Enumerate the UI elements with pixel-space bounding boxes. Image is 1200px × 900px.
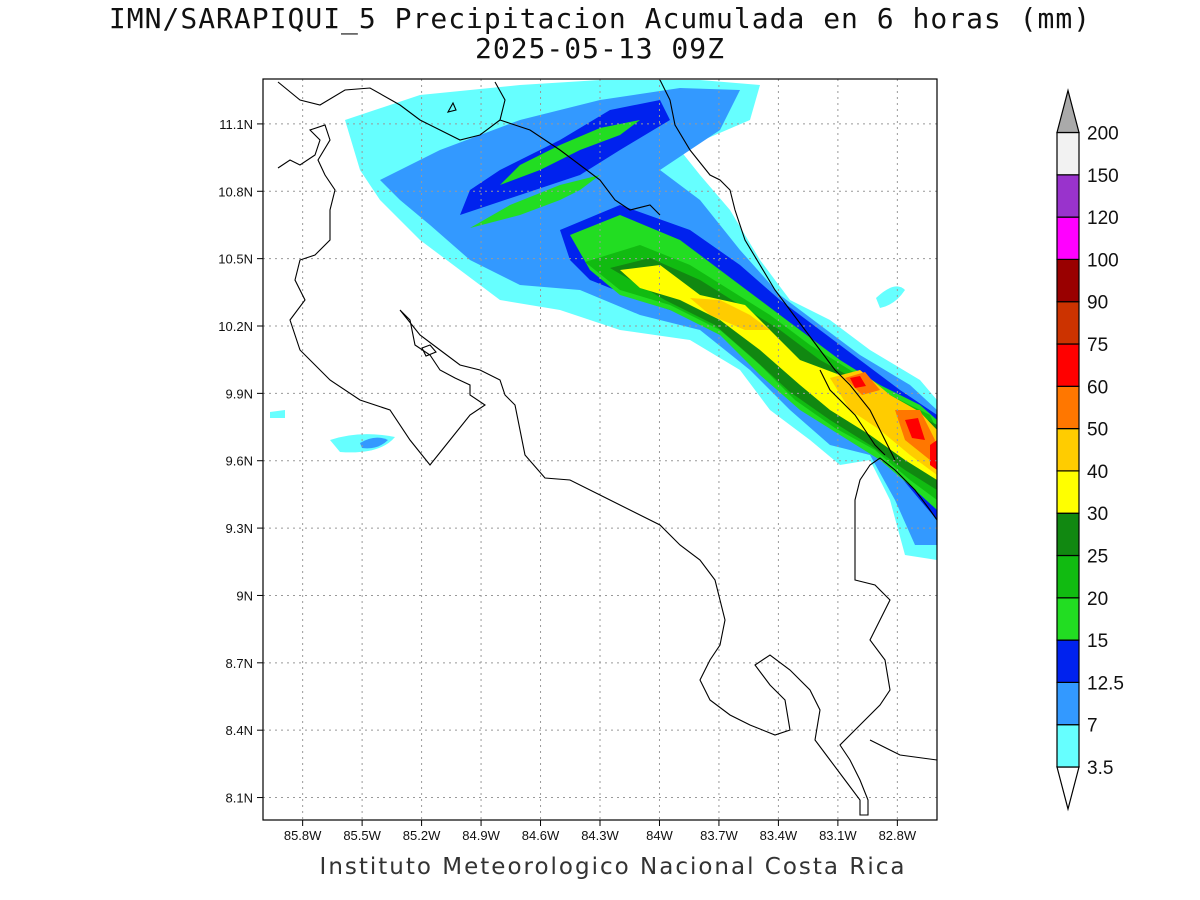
lon-tick-label: 85.2W (403, 828, 441, 843)
latitude-axis: 11.1N 10.8N 10.5N 10.2N 9.9N 9.6N 9.3N 9N 8.7N 8.… (218, 117, 263, 806)
costa-rica-caribbean-coast (659, 79, 896, 461)
colorbar-label: 60 (1087, 377, 1108, 398)
rain-band-40mm (690, 298, 937, 475)
colorbar-label: 120 (1087, 208, 1119, 229)
colorbar-overflow-triangle (1056, 88, 1080, 134)
gulf-of-nicoya-island (421, 344, 437, 357)
lat-tick-label: 8.4N (226, 723, 253, 738)
precipitation-field (270, 80, 937, 560)
colorbar-swatch (1056, 258, 1080, 303)
rain-spot-3-5mm-west-edge (270, 410, 285, 418)
lat-tick-label: 9N (236, 588, 253, 603)
colorbar-label: 3.5 (1087, 758, 1113, 779)
lat-tick-label: 10.2N (218, 319, 253, 334)
colorbar-swatch (1056, 512, 1080, 557)
colorbar-swatch (1056, 724, 1080, 768)
colorbar-swatch (1056, 216, 1080, 261)
colorbar-swatch (1056, 385, 1080, 430)
southern-border (819, 369, 886, 456)
colorbar-label: 15 (1087, 631, 1108, 652)
gridlines (263, 79, 937, 820)
coastline (277, 79, 937, 816)
rain-band-60mm (850, 376, 937, 470)
lon-tick-label: 83.7W (700, 828, 738, 843)
colorbar-label: 40 (1087, 462, 1108, 483)
colorbar-swatch (1056, 554, 1080, 599)
colorbar-label: 200 (1087, 124, 1119, 145)
lat-tick-label: 8.7N (226, 656, 253, 671)
rain-spot-3-5mm-northeast (876, 286, 905, 308)
colorbar-swatch (1056, 174, 1080, 218)
lon-tick-label: 84.3W (581, 828, 619, 843)
colorbar-label: 90 (1087, 293, 1108, 314)
colorbar-underflow-triangle (1056, 766, 1080, 812)
colorbar-swatch (1056, 428, 1080, 472)
rain-spot-7mm-west (360, 437, 388, 449)
lon-tick-label: 85.5W (343, 828, 381, 843)
lon-tick-label: 83.4W (760, 828, 798, 843)
colorbar-label: 150 (1087, 166, 1119, 187)
colorbar-label: 30 (1087, 504, 1108, 525)
colorbar-label: 75 (1087, 335, 1108, 356)
rain-band-30mm (620, 265, 937, 480)
costa-rica-pacific-coast (277, 124, 937, 816)
rain-band-25mm (610, 258, 937, 490)
lon-tick-label: 84W (646, 828, 673, 843)
colorbar-label: 7 (1087, 716, 1098, 737)
colorbar-swatch (1056, 470, 1080, 514)
colorbar-label: 20 (1087, 589, 1108, 610)
southeast-coast (869, 739, 937, 761)
lat-tick-label: 10.8N (218, 184, 253, 199)
lat-tick-label: 9.6N (226, 454, 253, 469)
colorbar-swatch (1056, 343, 1080, 387)
footer-credit: Instituto Meteorologico Nacional Costa R… (319, 854, 907, 880)
colorbar-label: 50 (1087, 420, 1108, 441)
northern-border (499, 119, 661, 216)
lon-tick-label: 82.8W (879, 828, 917, 843)
colorbar-swatch (1056, 301, 1080, 345)
colorbar-swatch (1056, 597, 1080, 641)
lon-tick-label: 83.1W (819, 828, 857, 843)
lat-tick-label: 11.1N (219, 117, 253, 132)
lon-tick-label: 85.8W (284, 828, 322, 843)
lon-tick-label: 84.9W (462, 828, 500, 843)
small-island-north (446, 101, 457, 113)
lat-tick-label: 10.5N (218, 252, 253, 267)
lat-tick-label: 9.9N (226, 386, 253, 401)
colorbar-label: 12.5 (1087, 673, 1124, 694)
colorbar-swatch (1056, 681, 1080, 726)
lon-tick-label: 84.6W (522, 828, 560, 843)
map-title: IMN/SARAPIQUI_5 Precipitacion Acumulada … (108, 2, 1092, 35)
longitude-axis: 85.8W 85.5W 85.2W 84.9W 84.6W 84.3W 84W 83.7W 83… (284, 820, 917, 843)
colorbar-label: 100 (1087, 250, 1119, 271)
colorbar-swatch (1056, 639, 1080, 683)
lat-tick-label: 8.1N (226, 791, 253, 806)
colorbar-swatch (1056, 131, 1080, 176)
colorbar-label: 25 (1087, 547, 1108, 568)
lat-tick-label: 9.3N (226, 521, 253, 536)
map-timestamp: 2025-05-13 09Z (474, 32, 725, 65)
colorbar: 3.5 7 12.5 15 20 25 30 40 50 60 75 90 100 120 150 200 (1056, 88, 1124, 812)
rain-band-7mm (380, 88, 937, 545)
